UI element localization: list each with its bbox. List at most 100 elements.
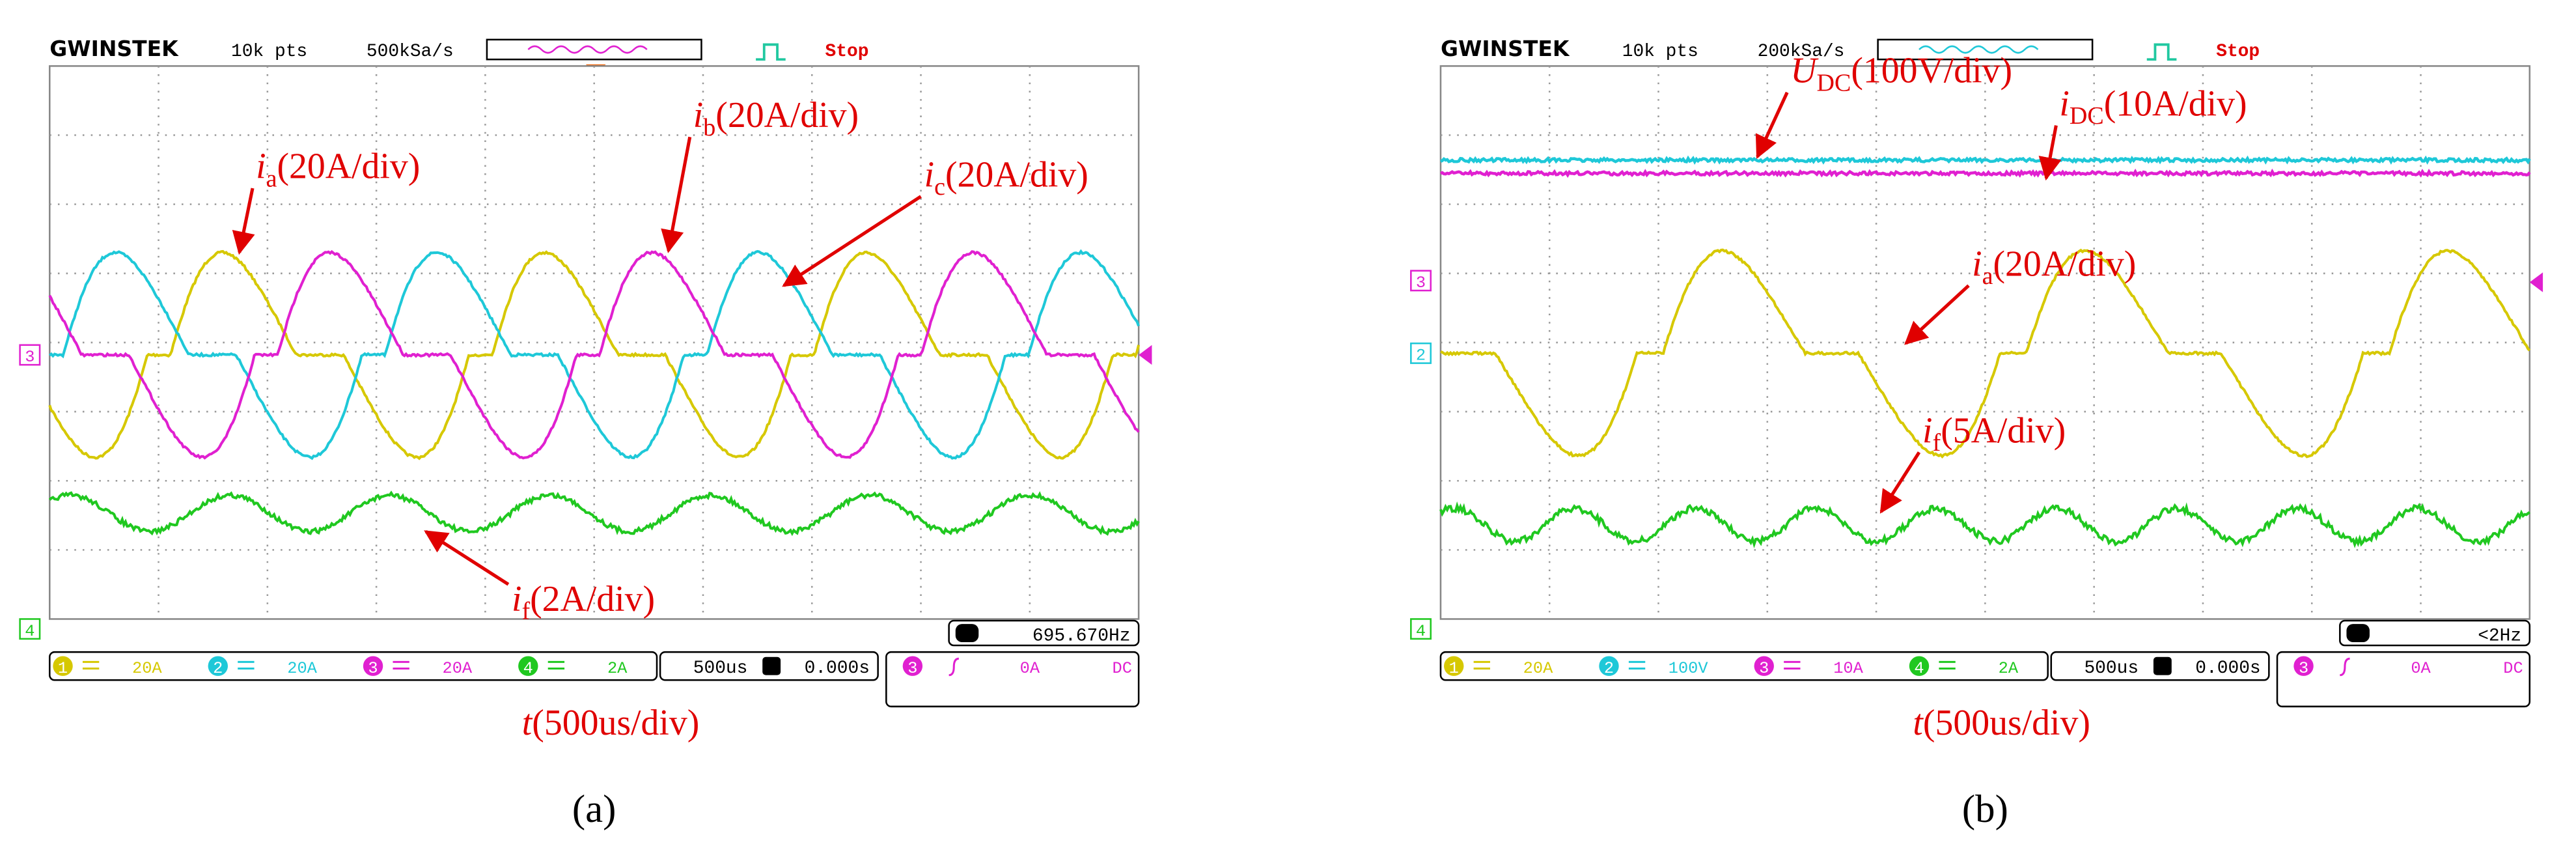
annotation-sub: b: [703, 114, 715, 141]
waveform: [1440, 248, 2531, 459]
coupling: [238, 660, 255, 670]
trigger-box: [2276, 651, 2531, 708]
annotation-text: (20A/div): [1993, 244, 2136, 284]
panel-label: (a): [572, 787, 616, 831]
channel-badge: [53, 656, 73, 676]
h-icon: [2153, 656, 2172, 675]
waveform: [48, 490, 1140, 537]
waveform: [1439, 155, 2531, 165]
channel-badge: [1909, 656, 1930, 676]
time-label: t(500us/div): [522, 703, 700, 743]
annotation-arrow: [1755, 91, 1789, 160]
annotation: ib(20A/div): [693, 95, 859, 141]
points: 10k pts: [1622, 42, 1698, 62]
channel-marker: [19, 618, 41, 640]
annotation-arrow: [1904, 284, 1970, 345]
coupling: [1473, 660, 1490, 670]
brand: GWINSTEK: [1441, 36, 1570, 61]
trigger-source: 3: [907, 659, 917, 678]
trigger-coupling: DC: [2503, 659, 2523, 678]
channel-scale: 20A: [287, 659, 317, 678]
points: 10k pts: [231, 42, 307, 62]
channel-scale: 2A: [1999, 659, 2019, 678]
coupling: [82, 660, 100, 670]
annotation-sub: a: [266, 165, 277, 192]
channel-bar: [48, 651, 658, 681]
channel-marker: [1410, 270, 1432, 292]
channel-num: 1: [1449, 659, 1459, 678]
channel-marker-label: 2: [1416, 346, 1426, 365]
coupling: [1939, 660, 1956, 670]
channel-num: 3: [1759, 659, 1769, 678]
coupling: [1784, 660, 1801, 670]
channel-num: 2: [213, 659, 223, 678]
level-marker: [1139, 345, 1152, 365]
channel-num: 2: [1604, 659, 1614, 678]
annotation-var: i: [2059, 83, 2070, 124]
annotation: ia(20A/div): [256, 147, 420, 193]
frequency: 695.670Hz: [1032, 626, 1131, 646]
channel-scale: 10A: [1833, 659, 1863, 678]
annotation-var: i: [512, 579, 522, 619]
trigger-badge: [2293, 656, 2314, 676]
annotation-arrow: [232, 188, 255, 255]
waveform: [1439, 168, 2531, 178]
channel-num: 3: [368, 659, 378, 678]
annotation: iDC(10A/div): [2059, 83, 2247, 130]
annotation-text: (2A/div): [530, 579, 655, 619]
annotation-text: (20A/div): [715, 95, 859, 135]
timebase: 500us: [693, 658, 748, 679]
level-marker: [2529, 272, 2543, 292]
freq-box: [948, 619, 1140, 647]
time-var: t: [522, 703, 533, 743]
time-text: (500us/div): [1923, 703, 2090, 743]
channel-num: 4: [523, 659, 533, 678]
trigger-icon: [2146, 43, 2177, 61]
channel-num: 4: [1914, 659, 1924, 678]
annotation: if(5A/div): [1922, 410, 2066, 457]
timebase: 500us: [2084, 658, 2139, 679]
annotation-var: i: [1922, 410, 1932, 451]
trigger-coupling: DC: [1113, 659, 1132, 678]
slope-icon: [2340, 657, 2350, 677]
channel-scale: 2A: [607, 659, 628, 678]
channel-scale: 100V: [1669, 659, 1709, 678]
annotation-text: (20A/div): [945, 154, 1088, 195]
annotation-text: (10A/div): [2104, 83, 2247, 124]
annotation-sub: f: [521, 597, 530, 625]
coupling: [393, 660, 409, 670]
trigger-icon: [756, 43, 786, 61]
trigger-box: [885, 651, 1140, 708]
annotation-arrow: [782, 195, 922, 287]
channel-badge: [1444, 656, 1464, 676]
annotation-arrow: [424, 530, 510, 586]
trigger-source: 3: [2299, 659, 2308, 678]
channel-scale: 20A: [132, 659, 162, 678]
annotation-arrow: [661, 136, 692, 253]
annotation-sub: f: [1933, 429, 1941, 457]
annotation-var: i: [1972, 244, 1982, 284]
waveform: [48, 249, 1141, 460]
channel-num: 1: [58, 659, 68, 678]
record-wave: [527, 45, 648, 54]
h-icon: [762, 656, 781, 675]
channel-badge: [518, 656, 538, 676]
record-bar: [486, 38, 702, 61]
time-var: t: [1913, 703, 1924, 743]
time-text: (500us/div): [532, 703, 699, 743]
annotation: UDC(100V/div): [1790, 51, 2012, 97]
status: Stop: [2216, 42, 2260, 62]
annotation-var: i: [256, 147, 266, 187]
status: Stop: [825, 42, 869, 62]
channel-badge: [363, 656, 383, 676]
annotation-sub: DC: [2070, 102, 2104, 130]
channel-marker: [19, 344, 41, 366]
annotation-text: (100V/div): [1851, 51, 2012, 91]
trigger-badge: [902, 656, 923, 676]
channel-badge: [1754, 656, 1774, 676]
annotation: ia(20A/div): [1972, 244, 2136, 290]
annotation-var: i: [924, 154, 935, 195]
annotation-sub: a: [1982, 262, 1993, 290]
channel-bar: [1439, 651, 2049, 681]
